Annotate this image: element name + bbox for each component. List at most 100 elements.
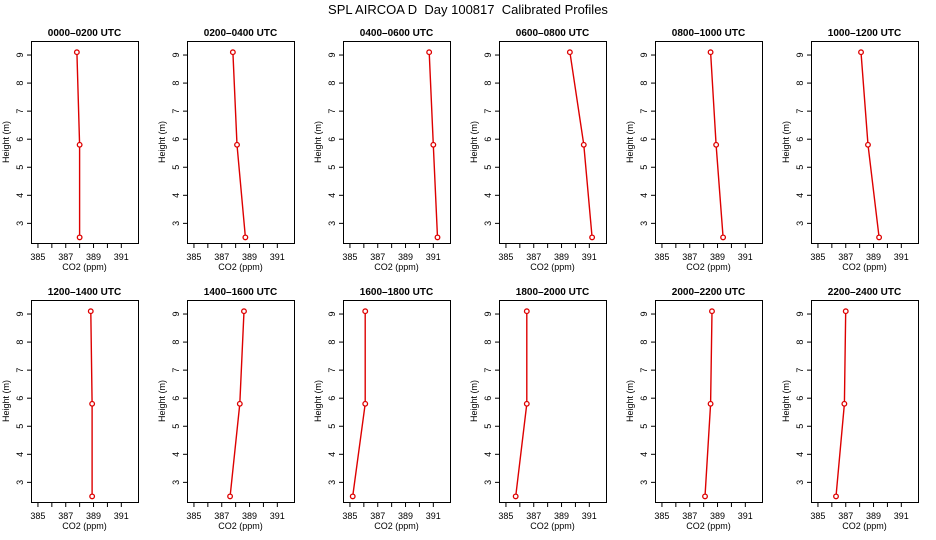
y-tick-label: 5 bbox=[483, 424, 493, 429]
y-tick-label: 8 bbox=[171, 81, 181, 86]
plot-frame bbox=[811, 300, 919, 503]
data-point bbox=[89, 400, 96, 407]
y-tick-label: 4 bbox=[795, 452, 805, 457]
x-tick-label: 385 bbox=[30, 252, 45, 262]
y-tick-label: 6 bbox=[483, 396, 493, 401]
y-tick-label: 6 bbox=[639, 396, 649, 401]
y-tick-label: 3 bbox=[15, 480, 25, 485]
x-tick-label: 385 bbox=[186, 511, 201, 521]
panel-title: 0400–0600 UTC bbox=[360, 28, 433, 39]
data-point bbox=[242, 234, 249, 241]
y-tick-label: 3 bbox=[171, 221, 181, 226]
y-axis-label: Height (m) bbox=[313, 380, 323, 422]
y-tick-label: 4 bbox=[639, 193, 649, 198]
data-point bbox=[707, 400, 714, 407]
x-tick-label: 389 bbox=[398, 511, 413, 521]
x-tick-label: 387 bbox=[214, 252, 229, 262]
y-tick-label: 8 bbox=[795, 81, 805, 86]
data-point bbox=[362, 308, 369, 315]
y-tick-label: 9 bbox=[15, 312, 25, 317]
y-tick-label: 5 bbox=[795, 424, 805, 429]
data-point bbox=[362, 400, 369, 407]
y-tick-label: 6 bbox=[639, 137, 649, 142]
data-point bbox=[858, 49, 864, 56]
y-axis-label: Height (m) bbox=[157, 121, 167, 163]
x-tick-label: 389 bbox=[554, 511, 569, 521]
x-tick-label: 387 bbox=[58, 511, 73, 521]
data-point bbox=[876, 234, 883, 241]
data-point bbox=[709, 308, 715, 315]
y-tick-label: 3 bbox=[795, 221, 805, 226]
y-tick-label: 3 bbox=[795, 480, 805, 485]
data-point bbox=[720, 234, 727, 241]
data-point bbox=[430, 141, 437, 148]
y-axis-label: Height (m) bbox=[469, 380, 479, 422]
data-point bbox=[841, 400, 848, 407]
panel-title: 1000–1200 UTC bbox=[828, 28, 901, 39]
y-tick-label: 9 bbox=[327, 312, 337, 317]
y-tick-label: 5 bbox=[15, 424, 25, 429]
y-tick-label: 9 bbox=[483, 312, 493, 317]
x-tick-label: 387 bbox=[682, 252, 697, 262]
y-tick-label: 8 bbox=[483, 81, 493, 86]
y-axis-label: Height (m) bbox=[781, 121, 791, 163]
y-tick-label: 8 bbox=[327, 81, 337, 86]
y-tick-label: 6 bbox=[327, 396, 337, 401]
x-tick-label: 385 bbox=[498, 511, 513, 521]
y-tick-label: 5 bbox=[795, 165, 805, 170]
x-axis-label: CO2 (ppm) bbox=[842, 262, 887, 272]
panel-12: 2200–2400 UTC 385 387 389 391 CO2 (ppm) 3 4 5 6 7 8… bbox=[781, 287, 919, 531]
y-tick-label: 4 bbox=[15, 452, 25, 457]
x-tick-label: 389 bbox=[242, 511, 257, 521]
y-tick-label: 8 bbox=[483, 340, 493, 345]
x-tick-label: 387 bbox=[58, 252, 73, 262]
data-point bbox=[426, 49, 433, 56]
y-tick-label: 6 bbox=[15, 137, 25, 142]
data-point bbox=[707, 49, 714, 56]
y-tick-label: 9 bbox=[639, 53, 649, 58]
y-tick-label: 9 bbox=[639, 312, 649, 317]
x-axis-label: CO2 (ppm) bbox=[218, 521, 263, 531]
y-tick-label: 3 bbox=[15, 221, 25, 226]
x-tick-label: 387 bbox=[370, 252, 385, 262]
data-point bbox=[713, 141, 720, 148]
x-tick-label: 387 bbox=[526, 511, 541, 521]
x-tick-label: 389 bbox=[866, 252, 881, 262]
figure-title: SPL AIRCOA D Day 100817 Calibrated Profi… bbox=[328, 2, 608, 17]
x-tick-label: 391 bbox=[426, 252, 441, 262]
x-tick-label: 389 bbox=[242, 252, 257, 262]
y-tick-label: 5 bbox=[483, 165, 493, 170]
x-tick-label: 391 bbox=[894, 252, 909, 262]
y-tick-label: 3 bbox=[171, 480, 181, 485]
y-tick-label: 6 bbox=[795, 396, 805, 401]
data-point bbox=[589, 234, 596, 241]
panel-title: 2200–2400 UTC bbox=[828, 287, 901, 298]
data-point bbox=[865, 141, 871, 148]
x-axis-label: CO2 (ppm) bbox=[374, 262, 419, 272]
y-tick-label: 9 bbox=[795, 312, 805, 317]
panel-title: 2000–2200 UTC bbox=[672, 287, 745, 298]
data-point bbox=[73, 49, 80, 56]
plot-frame bbox=[31, 300, 139, 503]
y-tick-label: 6 bbox=[483, 137, 493, 142]
x-tick-label: 385 bbox=[342, 511, 357, 521]
data-point bbox=[236, 400, 243, 407]
x-tick-label: 387 bbox=[214, 511, 229, 521]
y-tick-label: 8 bbox=[15, 81, 25, 86]
x-tick-label: 391 bbox=[582, 252, 597, 262]
y-tick-label: 5 bbox=[171, 424, 181, 429]
x-tick-label: 391 bbox=[738, 252, 753, 262]
plot-frame bbox=[655, 300, 763, 503]
x-tick-label: 391 bbox=[582, 511, 597, 521]
x-axis-label: CO2 (ppm) bbox=[530, 521, 575, 531]
x-tick-label: 389 bbox=[710, 511, 725, 521]
data-point bbox=[76, 234, 83, 241]
y-tick-label: 9 bbox=[171, 312, 181, 317]
y-tick-label: 7 bbox=[15, 368, 25, 373]
x-tick-label: 391 bbox=[738, 511, 753, 521]
y-tick-label: 3 bbox=[639, 221, 649, 226]
y-tick-label: 5 bbox=[171, 165, 181, 170]
y-tick-label: 3 bbox=[483, 221, 493, 226]
data-point bbox=[87, 308, 94, 315]
panel-title: 1800–2000 UTC bbox=[516, 287, 589, 298]
